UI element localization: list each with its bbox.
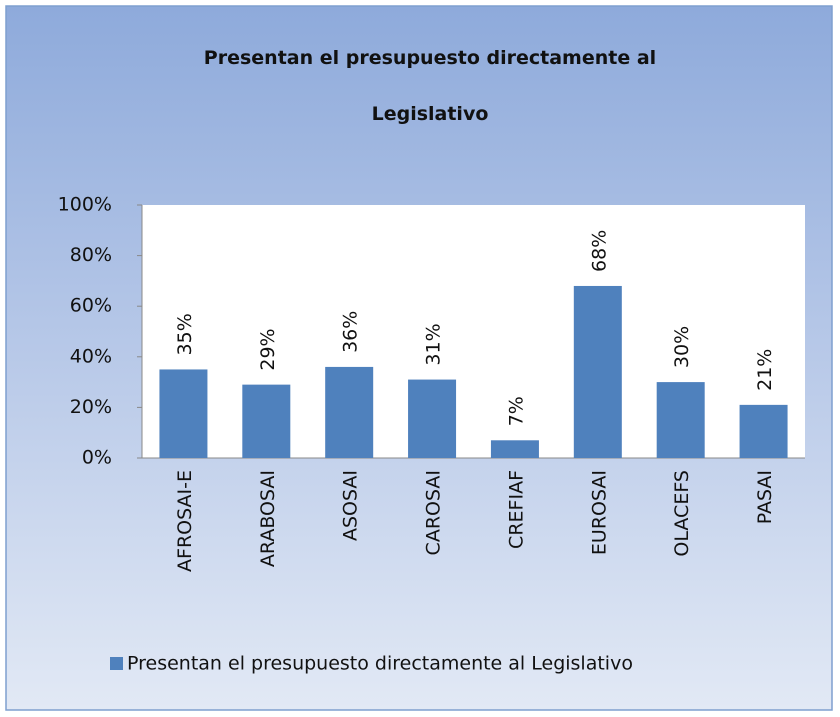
x-tick-label: ARABOSAI bbox=[257, 470, 279, 567]
x-tick-label: EUROSAI bbox=[588, 470, 610, 555]
value-label: 7% bbox=[505, 396, 527, 426]
value-label: 30% bbox=[671, 326, 693, 368]
value-label: 36% bbox=[340, 311, 362, 353]
bar bbox=[242, 384, 291, 458]
bar bbox=[490, 440, 539, 458]
y-tick-label: 100% bbox=[58, 194, 112, 216]
bar bbox=[739, 404, 788, 458]
bar bbox=[159, 369, 208, 458]
value-label: 35% bbox=[174, 313, 196, 355]
chart-title: Presentan el presupuesto directamente al… bbox=[203, 47, 657, 125]
bar bbox=[573, 285, 622, 458]
value-label: 68% bbox=[588, 230, 610, 272]
value-label: 31% bbox=[423, 323, 445, 365]
y-tick-label: 20% bbox=[70, 396, 112, 418]
legend-label: Presentan el presupuesto directamente al… bbox=[127, 653, 633, 675]
value-label: 21% bbox=[754, 349, 776, 391]
y-tick-label: 40% bbox=[70, 345, 112, 367]
x-tick-label: CAROSAI bbox=[423, 470, 445, 555]
bar bbox=[408, 379, 457, 458]
y-tick-label: 60% bbox=[70, 295, 112, 317]
x-tick-label: AFROSAI-E bbox=[174, 470, 196, 572]
y-tick-label: 80% bbox=[70, 244, 112, 266]
bar bbox=[325, 366, 374, 458]
x-tick-label: ASOSAI bbox=[340, 470, 362, 541]
x-tick-label: CREFIAF bbox=[505, 470, 527, 549]
plot-area bbox=[142, 205, 805, 458]
x-tick-label: PASAI bbox=[754, 470, 776, 524]
value-label: 29% bbox=[257, 328, 279, 370]
y-tick-label: 0% bbox=[82, 447, 112, 469]
legend-swatch bbox=[110, 657, 123, 670]
x-tick-label: OLACEFS bbox=[671, 470, 693, 557]
bar bbox=[656, 382, 705, 458]
